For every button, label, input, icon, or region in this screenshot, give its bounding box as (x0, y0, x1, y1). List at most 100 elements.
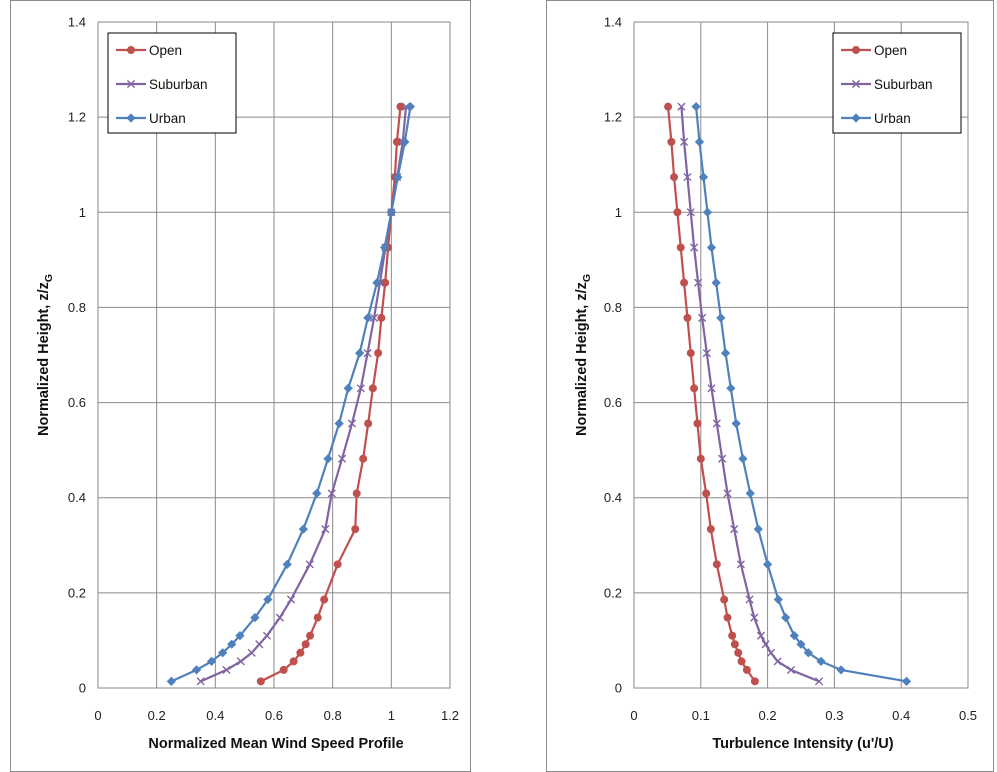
data-point-suburban-stroke-b (255, 640, 264, 649)
legend-marker-suburban (126, 79, 136, 89)
data-point-open (737, 657, 746, 666)
data-point-suburban (750, 613, 759, 622)
data-point-open (750, 677, 759, 686)
data-point-suburban-stroke-b (275, 613, 284, 622)
data-point-suburban (718, 454, 727, 463)
data-point-suburban-stroke-b (321, 525, 330, 534)
data-point-suburban-stroke-b (286, 595, 296, 604)
data-point-open (680, 278, 689, 287)
data-point-suburban (356, 384, 365, 393)
data-point-suburban (255, 640, 264, 649)
data-point-suburban-stroke-b (750, 613, 759, 622)
y-tick-label: 0.2 (604, 585, 622, 600)
data-point-urban (773, 594, 783, 605)
chart-turb: 0 0.1 0.2 0.3 0.4 0.5 0 0.2 0.4 0.6 0.8 1 1.2 1.4 Turb… (574, 15, 977, 753)
x-tick-label: 0.4 (206, 708, 224, 723)
legend-label-urban: Urban (874, 111, 911, 126)
data-point-urban (235, 631, 245, 641)
data-point-suburban (275, 613, 284, 622)
y-tick-label: 0 (79, 681, 86, 696)
data-point-open (728, 631, 737, 640)
y-axis-title-subscript: G (581, 274, 593, 282)
chart-panel-wind-speed (10, 0, 471, 772)
data-point-open (723, 613, 732, 622)
y-tick-label: 1.2 (68, 110, 86, 125)
data-point-suburban-stroke-b (222, 665, 231, 675)
data-point-urban (393, 172, 403, 182)
y-tick-label: 0.2 (68, 585, 86, 600)
legend-label-open: Open (874, 43, 907, 58)
data-point-open (664, 102, 673, 111)
data-point-open (686, 349, 695, 358)
data-point-suburban-stroke-b (196, 677, 205, 686)
data-point-urban (323, 454, 333, 464)
data-point-suburban (363, 349, 372, 358)
data-point-urban (716, 313, 726, 323)
data-point-suburban-stroke-b (745, 595, 754, 604)
data-point-open (364, 419, 373, 428)
legend-marker-open (852, 46, 861, 55)
series-line-open (260, 106, 402, 683)
data-point-urban (731, 418, 741, 429)
data-point-urban (379, 242, 390, 253)
y-tick-label: 1.4 (68, 15, 86, 30)
data-point-suburban-stroke-b (766, 648, 776, 657)
data-point-suburban-stroke-b (686, 208, 695, 217)
chart-wind: 0 0.2 0.4 0.6 0.8 1 1.2 0 0.2 0.4 0.6 0.8 1 1.2 1.4 Nor… (36, 15, 459, 753)
data-point-suburban (736, 560, 745, 569)
data-point-urban (263, 594, 273, 605)
data-point-urban (781, 612, 791, 623)
legend-marker-open (127, 46, 136, 55)
series-open (256, 102, 405, 686)
data-point-urban (694, 137, 705, 147)
data-point-suburban (247, 648, 256, 657)
data-point-open (667, 137, 676, 146)
data-point-urban (789, 631, 799, 641)
data-point-open (301, 640, 310, 649)
legend-label-suburban: Suburban (149, 77, 208, 92)
data-point-urban (218, 648, 228, 658)
data-point-suburban (690, 243, 699, 252)
data-point-urban (312, 488, 322, 499)
data-point-open (670, 173, 679, 182)
data-point-open (696, 454, 705, 463)
data-point-open (690, 384, 699, 393)
data-point-suburban (686, 208, 695, 217)
data-point-urban (753, 524, 763, 534)
x-tick-label: 0.4 (892, 708, 910, 723)
data-point-open (712, 560, 721, 569)
x-tick-label: 0.3 (825, 708, 843, 723)
data-point-urban (355, 348, 365, 358)
data-point-suburban (337, 454, 347, 463)
data-point-urban (343, 383, 353, 393)
data-point-suburban-stroke-b (756, 631, 766, 640)
series-line-open (666, 106, 756, 682)
data-point-suburban-stroke-b (698, 313, 707, 322)
data-point-suburban (321, 525, 330, 534)
x-tick-label: 0.8 (324, 708, 342, 723)
data-point-suburban-stroke-b (337, 454, 347, 463)
data-point-suburban-stroke-b (773, 657, 782, 666)
data-point-suburban (766, 648, 776, 657)
y-tick-label: 1.2 (604, 110, 622, 125)
plot-area (633, 21, 969, 689)
data-point-suburban-stroke-b (683, 172, 692, 182)
data-point-suburban-stroke-b (730, 525, 739, 534)
series-open (664, 102, 759, 686)
legend-marker-urban (851, 113, 861, 123)
data-point-open (734, 648, 743, 657)
data-point-open (359, 454, 368, 463)
data-point-suburban (756, 631, 766, 640)
series-line-urban (170, 106, 412, 683)
data-point-suburban-stroke-b (702, 349, 711, 358)
legend: Open Suburban Urban (107, 32, 237, 134)
data-point-suburban (683, 172, 692, 182)
data-point-suburban-stroke-b (347, 419, 357, 428)
y-axis-title-main: Normalized Height, z/z (36, 282, 52, 436)
legend-marker-suburban-stroke-b (126, 79, 136, 89)
y-tick-label: 0.8 (604, 300, 622, 315)
data-point-urban (702, 207, 713, 217)
data-point-suburban (694, 278, 703, 287)
series-suburban (677, 102, 824, 686)
x-tick-label: 0.6 (265, 708, 283, 723)
